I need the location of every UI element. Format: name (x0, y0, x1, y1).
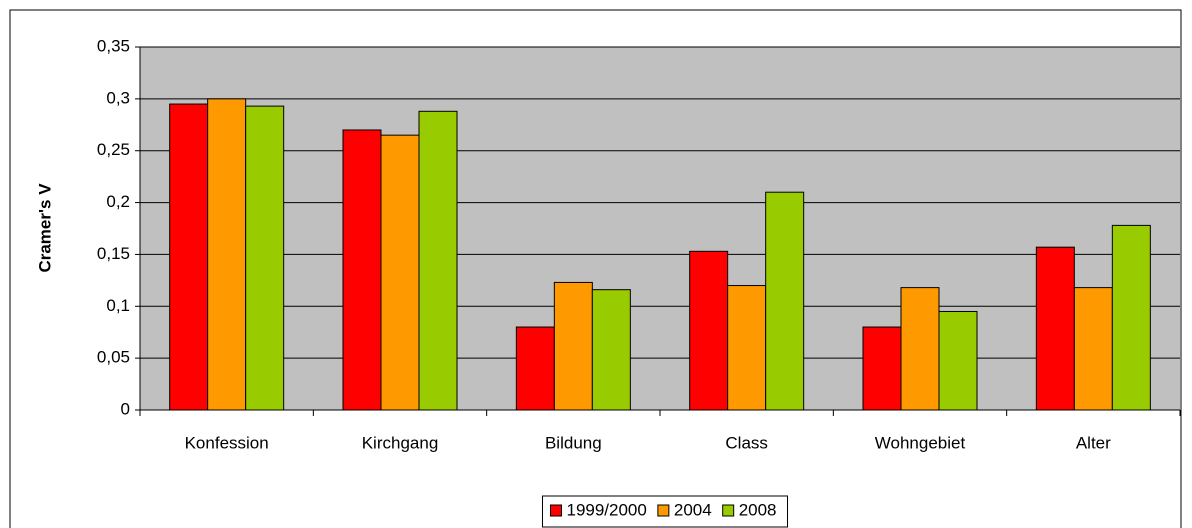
y-tick-label: 0,25 (97, 140, 130, 159)
legend-swatch (549, 504, 562, 517)
legend-label: 2008 (739, 500, 777, 519)
legend-swatch (657, 504, 670, 517)
bar (689, 250, 729, 411)
x-tick-label: Konfession (185, 433, 269, 452)
bar (900, 287, 940, 411)
bar (727, 285, 767, 411)
bar (515, 326, 555, 411)
chart-frame (9, 9, 1182, 528)
bar (553, 281, 593, 411)
bar (1111, 224, 1151, 411)
bar (1073, 287, 1113, 411)
y-axis-label: Cramer's V (35, 183, 54, 273)
y-tick-label: 0,1 (106, 296, 130, 315)
bar (862, 326, 902, 411)
x-tick-label: Kirchgang (362, 433, 439, 452)
x-tick-label: Class (725, 433, 768, 452)
bar (245, 105, 285, 411)
bar (418, 110, 458, 411)
legend-label: 1999/2000 (566, 500, 646, 519)
x-tick-label: Wohngebiet (875, 433, 966, 452)
legend-label: 2004 (674, 500, 712, 519)
bar (207, 98, 247, 411)
bar (1035, 246, 1075, 411)
plot-area (140, 47, 1180, 410)
y-tick-label: 0,05 (97, 348, 130, 367)
bar (342, 129, 382, 411)
bar (765, 191, 805, 411)
bar (169, 103, 209, 411)
bar (938, 310, 978, 411)
bar (380, 134, 420, 411)
legend-swatch (722, 504, 735, 517)
y-tick-label: 0,15 (97, 244, 130, 263)
y-tick-label: 0 (121, 399, 130, 418)
x-tick-label: Bildung (545, 433, 602, 452)
y-tick-label: 0,3 (106, 88, 130, 107)
x-tick-label: Alter (1076, 433, 1111, 452)
y-tick-label: 0,35 (97, 36, 130, 55)
y-tick-label: 0,2 (106, 192, 130, 211)
bar (591, 289, 631, 411)
